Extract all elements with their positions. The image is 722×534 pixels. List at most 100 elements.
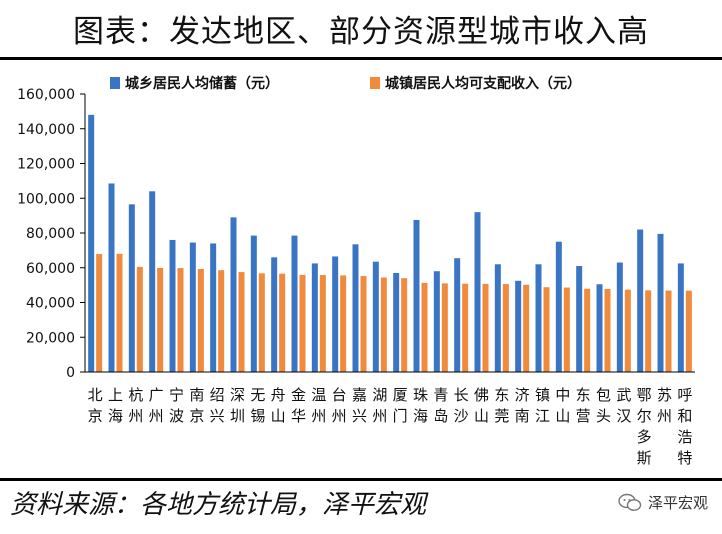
- x-tick-label: 门: [393, 407, 408, 425]
- bar-savings: [616, 262, 623, 372]
- legend-swatch-savings: [110, 77, 120, 89]
- x-tick-label: 珠: [413, 386, 428, 404]
- watermark: 泽平宏观: [618, 492, 708, 513]
- x-tick-label: 兴: [352, 407, 367, 425]
- chart-title: 图表：发达地区、部分资源型城市收入高: [73, 13, 649, 50]
- bar-savings: [596, 284, 603, 372]
- bar-savings: [169, 239, 176, 372]
- x-tick-label: 武: [616, 386, 631, 404]
- y-tick-label: 0: [66, 365, 75, 381]
- bar-income: [279, 273, 286, 372]
- x-tick-label: 江: [535, 407, 550, 425]
- bar-income: [380, 277, 387, 372]
- x-tick-label: 温: [311, 386, 326, 404]
- bar-income: [584, 288, 591, 372]
- x-tick-label: 头: [596, 407, 611, 425]
- x-tick-label: 斯: [637, 449, 652, 467]
- bar-savings: [535, 264, 542, 372]
- bar-income: [563, 287, 570, 372]
- x-tick-label: 波: [169, 407, 184, 425]
- x-tick-label: 杭: [128, 386, 143, 404]
- bar-income: [177, 268, 184, 372]
- bar-savings: [576, 266, 583, 372]
- x-tick-label: 厦: [393, 386, 408, 404]
- bar-savings: [413, 219, 420, 372]
- x-tick-label: 镇: [535, 386, 550, 404]
- legend-label-income: 城镇居民人均可支配收入（元）: [385, 75, 581, 92]
- bar-income: [238, 272, 245, 372]
- bar-income: [543, 287, 550, 372]
- bar-income: [441, 283, 448, 372]
- x-tick-label: 海: [413, 407, 428, 425]
- x-tick-label: 兴: [210, 407, 225, 425]
- bar-income: [482, 283, 489, 372]
- source-note: 资料来源：各地方统计局，泽平宏观: [10, 490, 427, 520]
- x-tick-label: 海: [108, 407, 123, 425]
- y-tick-label: 80,000: [26, 226, 75, 242]
- y-tick-label: 160,000: [17, 87, 75, 103]
- x-tick-label: 青: [433, 386, 448, 404]
- y-axis: 0 20,000 40,000 60,000 80,000 100,000 120,000 1…: [17, 87, 86, 381]
- bars: [88, 114, 692, 372]
- x-tick-label: 和: [677, 407, 692, 425]
- y-tick-label: 20,000: [26, 330, 75, 346]
- bar-savings: [393, 272, 400, 372]
- watermark-text: 泽平宏观: [647, 494, 708, 512]
- bar-savings: [454, 258, 461, 372]
- y-tick-label: 100,000: [17, 191, 75, 207]
- x-tick-label: 沙: [454, 407, 469, 425]
- x-tick-label: 京: [88, 407, 103, 425]
- footer-divider: [0, 478, 722, 481]
- bar-savings: [128, 204, 135, 372]
- x-tick-label: 无: [250, 386, 265, 404]
- y-tick-label: 60,000: [26, 261, 75, 277]
- x-tick-label: 京: [189, 407, 204, 425]
- bar-income: [604, 288, 611, 372]
- y-tick-label: 40,000: [26, 296, 75, 312]
- bar-savings: [88, 114, 95, 372]
- x-tick-label: 佛: [474, 386, 489, 404]
- x-tick-label: 州: [332, 407, 347, 425]
- x-tick-label: 南: [515, 407, 530, 425]
- bar-savings: [149, 191, 156, 372]
- bar-savings: [210, 243, 217, 372]
- bar-income: [624, 289, 631, 372]
- x-tick-label: 华: [291, 407, 306, 425]
- x-tick-label: 山: [555, 407, 570, 425]
- x-tick-label: 东: [576, 386, 591, 404]
- bar-savings: [657, 233, 664, 372]
- x-tick-label: 济: [515, 386, 530, 404]
- bar-savings: [555, 241, 562, 372]
- x-tick-label: 包: [596, 386, 611, 404]
- legend-label-savings: 城乡居民人均储蓄（元）: [125, 75, 279, 92]
- bar-savings: [271, 257, 278, 372]
- x-tick-label: 深: [230, 386, 245, 404]
- bar-income: [360, 276, 367, 372]
- x-tick-label: 上: [108, 386, 123, 404]
- bar-income: [523, 284, 530, 372]
- x-tick-label: 南: [189, 386, 204, 404]
- bar-savings: [250, 235, 257, 372]
- x-tick-label: 长: [454, 386, 469, 404]
- bar-savings: [352, 244, 359, 372]
- bar-savings: [230, 217, 237, 372]
- bar-savings: [108, 183, 115, 372]
- x-tick-label: 宁: [169, 386, 184, 404]
- bar-savings: [515, 280, 522, 372]
- x-tick-label: 台: [332, 386, 347, 404]
- bar-savings: [291, 235, 298, 372]
- x-tick-label: 州: [372, 407, 387, 425]
- bar-income: [502, 284, 509, 372]
- x-tick-label: 湖: [372, 386, 387, 404]
- x-tick-label: 鄂: [637, 386, 652, 404]
- legend-swatch-income: [370, 77, 380, 89]
- x-tick-label: 广: [149, 386, 164, 404]
- x-tick-label: 中: [555, 386, 570, 404]
- bar-savings: [433, 271, 440, 372]
- bar-income: [319, 275, 326, 372]
- x-tick-label: 尔: [637, 407, 652, 425]
- x-tick-label: 岛: [433, 407, 448, 425]
- y-tick-label: 140,000: [17, 122, 75, 138]
- wechat-icon: [618, 493, 642, 511]
- bar-income: [197, 268, 204, 372]
